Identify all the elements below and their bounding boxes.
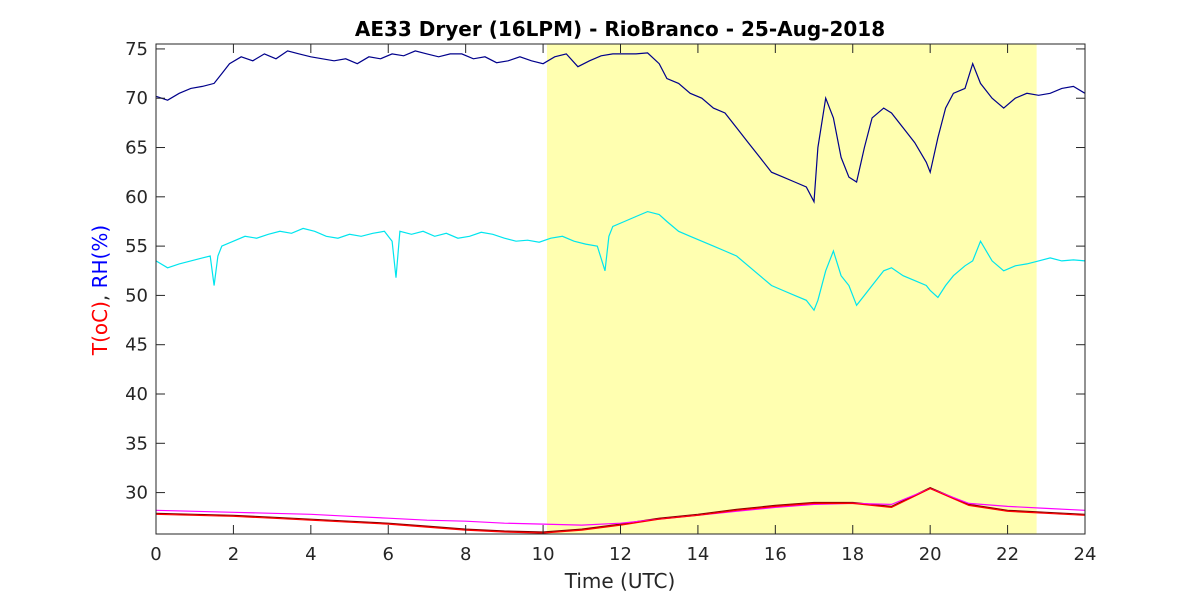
y-tick-label: 35 — [125, 433, 148, 454]
y-tick-label: 65 — [125, 138, 148, 159]
series-line-1 — [155, 50, 1086, 204]
y-tick-label: 75 — [125, 39, 148, 60]
series-line-2 — [155, 210, 1086, 312]
x-tick-label: 2 — [228, 544, 239, 565]
y-tick-label: 50 — [125, 285, 148, 306]
x-tick-label: 8 — [460, 544, 471, 565]
series-layer — [155, 50, 1086, 534]
y-axis-label: T(oC), RH(%) — [88, 225, 112, 356]
y-axis-label-part-2: , — [88, 288, 112, 301]
x-tick-label: 10 — [532, 544, 555, 565]
x-tick-label: 4 — [305, 544, 316, 565]
x-tick-label: 20 — [919, 544, 942, 565]
x-tick-label: 18 — [841, 544, 864, 565]
x-tick-label: 12 — [609, 544, 632, 565]
chart-title: AE33 Dryer (16LPM) - RioBranco - 25-Aug-… — [355, 17, 885, 41]
y-axis-label-part-1: T(oC) — [88, 301, 112, 356]
x-tick-label: 16 — [764, 544, 787, 565]
x-axis-label: Time (UTC) — [564, 569, 676, 593]
x-tick-label: 22 — [996, 544, 1019, 565]
y-tick-label: 30 — [125, 483, 148, 504]
y-tick-label: 60 — [125, 187, 148, 208]
x-tick-label: 14 — [686, 544, 709, 565]
tick-layer: 0 2 4 6 8 10 12 14 16 18 20 22 243035404550556065707… — [125, 39, 1096, 565]
y-tick-label: 70 — [125, 88, 148, 109]
series-line-3 — [155, 487, 1086, 533]
highlight-band — [546, 44, 1037, 534]
y-tick-label: 55 — [125, 236, 148, 257]
x-tick-label: 6 — [383, 544, 394, 565]
y-tick-label: 40 — [125, 384, 148, 405]
y-tick-label: 45 — [125, 335, 148, 356]
x-tick-label: 24 — [1074, 544, 1097, 565]
x-tick-label: 0 — [150, 544, 161, 565]
y-axis-label-part-3: RH(%) — [88, 225, 112, 289]
